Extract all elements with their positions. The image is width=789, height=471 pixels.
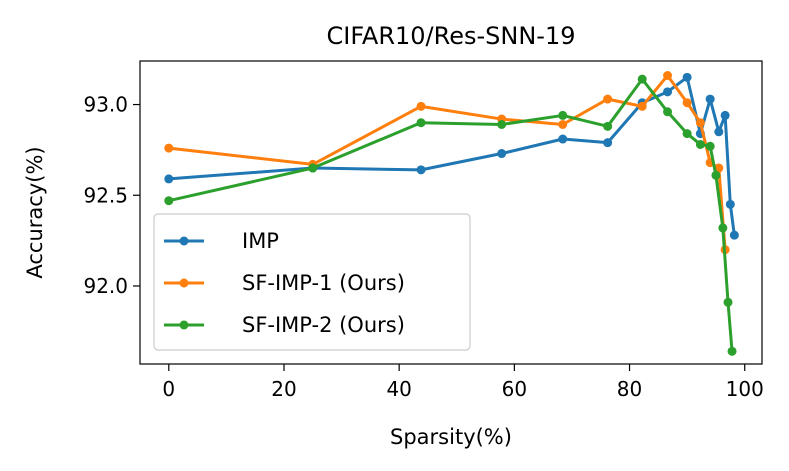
data-point [695, 118, 705, 128]
data-point [603, 121, 613, 131]
y-tick-label: 92.0 [83, 274, 128, 298]
data-point [416, 118, 426, 128]
series-3 [164, 74, 737, 356]
series-layer [164, 71, 739, 356]
data-point [725, 199, 735, 209]
data-point [603, 94, 613, 104]
data-point [663, 71, 673, 81]
data-point [164, 143, 174, 153]
data-point [637, 74, 647, 84]
legend-label: SF-IMP-1 (Ours) [242, 271, 405, 295]
x-tick-label: 20 [271, 377, 296, 401]
data-point [164, 196, 174, 206]
data-point [603, 138, 613, 148]
data-point [416, 101, 426, 111]
data-point [558, 110, 568, 120]
data-point [705, 141, 715, 151]
data-point [682, 129, 692, 139]
legend-marker [179, 320, 189, 330]
legend-label: SF-IMP-2 (Ours) [242, 313, 405, 337]
legend: IMP SF-IMP-1 (Ours) SF-IMP-2 (Ours) [153, 213, 471, 351]
x-tick-label: 100 [726, 377, 764, 401]
data-point [497, 120, 507, 130]
legend-box [153, 213, 471, 351]
y-tick-label: 93.0 [83, 93, 128, 117]
data-point [714, 163, 724, 173]
data-point [416, 165, 426, 175]
data-point [720, 110, 730, 120]
data-point [695, 139, 705, 149]
legend-marker [179, 278, 189, 288]
data-point [727, 346, 737, 356]
data-point [663, 107, 673, 117]
data-point [308, 163, 318, 173]
data-point [711, 170, 721, 180]
data-point [558, 120, 568, 130]
x-tick-label: 0 [162, 377, 175, 401]
data-point [682, 98, 692, 108]
data-point [729, 230, 739, 240]
data-point [663, 87, 673, 97]
data-point [682, 72, 692, 82]
x-tick-label: 60 [502, 377, 527, 401]
y-tick-label: 92.5 [83, 183, 128, 207]
data-point [558, 134, 568, 144]
legend-item: SF-IMP-2 (Ours) [164, 313, 405, 337]
data-point [164, 174, 174, 184]
data-point [718, 223, 728, 233]
data-point [705, 94, 715, 104]
data-point [723, 297, 733, 307]
x-tick-label: 40 [386, 377, 411, 401]
legend-item: IMP [164, 229, 279, 253]
data-point [637, 101, 647, 111]
legend-item: SF-IMP-1 (Ours) [164, 271, 405, 295]
x-tick-label: 80 [617, 377, 642, 401]
legend-marker [179, 236, 189, 246]
data-point [497, 149, 507, 159]
x-axis-title: Sparsity(%) [390, 425, 512, 449]
data-point [714, 127, 724, 137]
y-axis-title: Accuracy(%) [23, 146, 47, 278]
plot-frame [139, 60, 763, 365]
y-axis-ticks: 92.0 92.5 93.0 [83, 93, 140, 298]
legend-label: IMP [242, 229, 279, 253]
x-axis-ticks: 0 20 40 60 80 100 [162, 364, 764, 401]
chart-title: CIFAR10/Res-SNN-19 [326, 22, 575, 50]
